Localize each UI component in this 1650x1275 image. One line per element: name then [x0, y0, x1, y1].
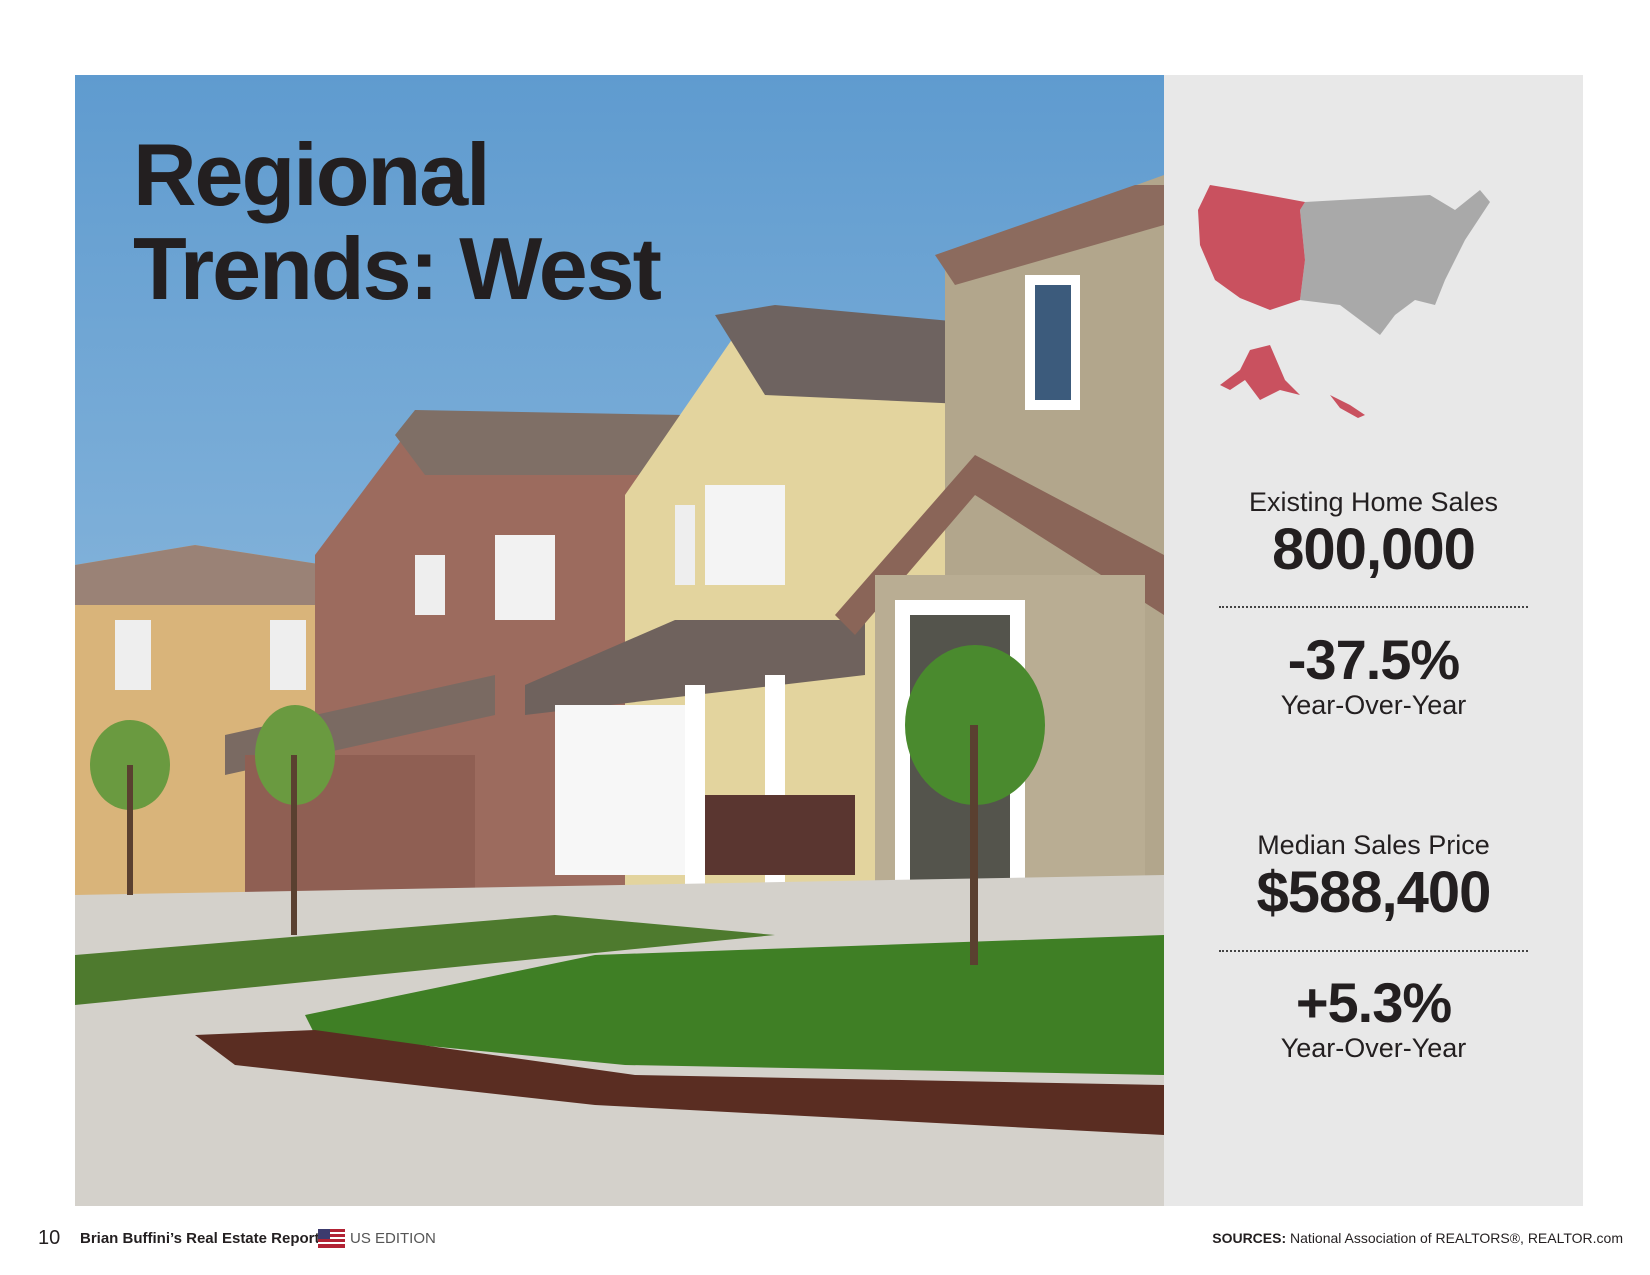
edition: US EDITION — [350, 1230, 436, 1247]
sources-label: SOURCES: — [1212, 1230, 1287, 1246]
us-flag — [318, 1229, 345, 1248]
stat-change: -37.5% Year-Over-Year — [1164, 630, 1583, 721]
report-title: Brian Buffini’s Real Estate Report — [80, 1230, 320, 1247]
stat-block: Existing Home Sales 800,000 — [1164, 487, 1583, 582]
us-map — [1198, 185, 1490, 418]
page-title: Regional Trends: West — [133, 125, 662, 318]
change-label: Year-Over-Year — [1280, 690, 1467, 720]
house-photo — [75, 75, 1164, 1206]
divider — [1219, 606, 1528, 608]
stat-change: +5.3% Year-Over-Year — [1164, 973, 1583, 1064]
change-value: -37.5% — [1287, 628, 1460, 691]
sources-text: National Association of REALTORS®, REALT… — [1290, 1230, 1623, 1246]
stat-block: Median Sales Price $588,400 — [1164, 830, 1583, 925]
stat-label: Existing Home Sales — [1248, 487, 1499, 517]
change-label: Year-Over-Year — [1280, 1033, 1467, 1063]
change-value: +5.3% — [1295, 971, 1452, 1034]
sources: SOURCES: National Association of REALTOR… — [1212, 1230, 1623, 1246]
stat-label: Median Sales Price — [1257, 830, 1490, 860]
page-number: 10 — [38, 1227, 61, 1249]
stat-value: $588,400 — [1256, 860, 1492, 925]
stat-value: 800,000 — [1272, 517, 1476, 582]
divider — [1219, 950, 1528, 952]
